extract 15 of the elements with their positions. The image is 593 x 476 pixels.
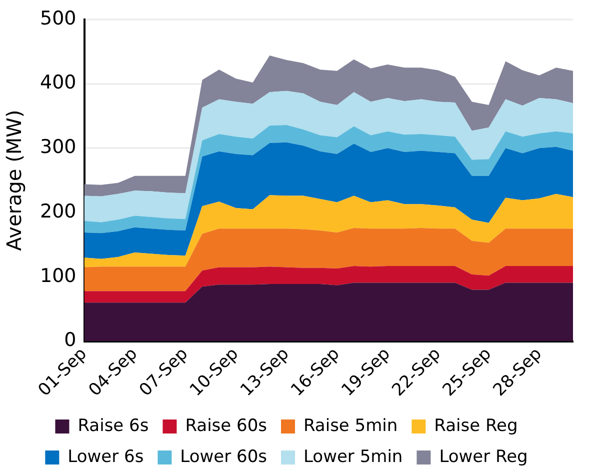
y-tick-label: 100 <box>40 264 76 287</box>
legend-label: Lower 5min <box>303 446 403 467</box>
y-tick-label: 500 <box>40 7 76 30</box>
legend-label: Raise 60s <box>185 416 268 436</box>
y-axis-title: Average (MW) <box>2 110 26 251</box>
legend-label: Lower Reg <box>439 446 528 467</box>
legend-label: Raise 6s <box>78 416 149 436</box>
legend-label: Raise 5min <box>303 416 398 436</box>
y-tick-label: 400 <box>40 72 76 94</box>
y-tick-label: 0 <box>64 329 76 352</box>
legend-label: Raise Reg <box>434 416 518 436</box>
y-tick-label: 200 <box>40 200 76 222</box>
legend-label: Lower 60s <box>180 446 268 467</box>
y-tick-label: 300 <box>40 136 76 158</box>
legend-label: Lower 6s <box>68 446 144 467</box>
